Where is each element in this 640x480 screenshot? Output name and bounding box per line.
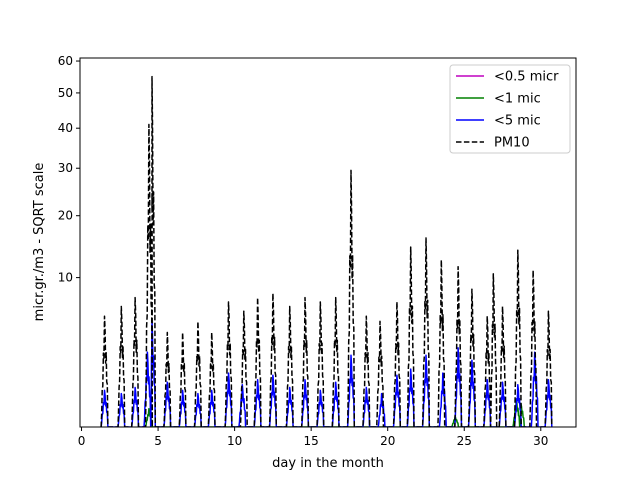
x-tick-label: 30 — [533, 434, 548, 448]
axes-frame — [79, 57, 577, 428]
plot-area — [100, 75, 553, 427]
legend-box — [449, 64, 571, 154]
legend-label-0: <0.5 micr — [494, 70, 559, 85]
x-tick-label: 10 — [227, 434, 242, 448]
x-tick-label: 0 — [78, 434, 86, 448]
y-tick-label: 60 — [58, 54, 73, 68]
y-axis-label: micr.gr./m3 - SQRT scale — [32, 163, 47, 322]
legend-label-3: PM10 — [494, 136, 530, 151]
legend-label-2: <5 mic — [494, 114, 541, 129]
y-tick-label: 50 — [58, 86, 73, 100]
series-line-3 — [100, 75, 553, 427]
series-layer — [100, 75, 553, 427]
y-tick-label: 40 — [58, 121, 73, 135]
y-tick-label: 30 — [58, 161, 73, 175]
legend: <0.5 micr <1 mic <5 mic PM10 — [449, 64, 571, 154]
legend-label-1: <1 mic — [494, 92, 541, 107]
y-tick-label: 10 — [58, 271, 73, 285]
x-axis: 0 5 10 15 20 25 30 — [78, 427, 548, 448]
x-axis-label: day in the month — [272, 456, 384, 471]
x-tick-label: 5 — [154, 434, 162, 448]
y-tick-label: 20 — [58, 209, 73, 223]
y-axis: 10 20 30 40 50 60 — [58, 54, 80, 285]
x-tick-label: 25 — [457, 434, 472, 448]
x-tick-label: 15 — [304, 434, 319, 448]
series-line-2 — [100, 320, 553, 427]
x-tick-label: 20 — [380, 434, 395, 448]
